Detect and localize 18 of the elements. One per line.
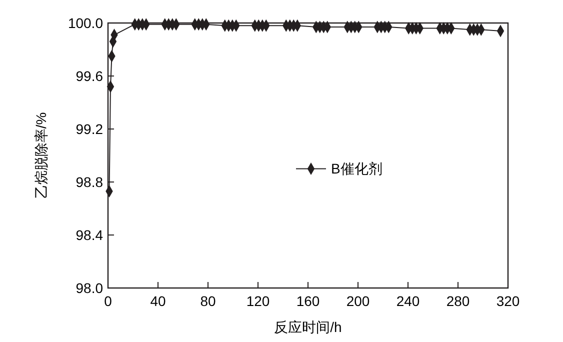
x-tick-label: 80 <box>200 293 216 309</box>
x-tick-label: 120 <box>246 293 270 309</box>
y-tick-label: 99.2 <box>76 120 104 137</box>
x-tick-label: 40 <box>150 293 166 309</box>
x-tick-label: 0 <box>104 293 112 309</box>
x-axis-title: 反应时间/h <box>274 319 342 335</box>
y-tick-label: 98.0 <box>76 280 104 296</box>
x-tick-label: 320 <box>496 293 520 309</box>
y-tick-label: 100.0 <box>68 14 104 31</box>
x-tick-label: 280 <box>446 293 470 309</box>
legend-label: B催化剂 <box>331 160 382 177</box>
x-tick-label: 240 <box>396 293 420 309</box>
x-tick-label: 200 <box>346 293 370 309</box>
y-tick-label: 98.8 <box>76 174 104 190</box>
y-axis-title: 乙烷脱除率/% <box>33 112 49 199</box>
y-tick-label: 98.4 <box>76 226 104 243</box>
y-tick-label: 99.6 <box>76 68 104 84</box>
x-tick-label: 160 <box>296 293 320 309</box>
